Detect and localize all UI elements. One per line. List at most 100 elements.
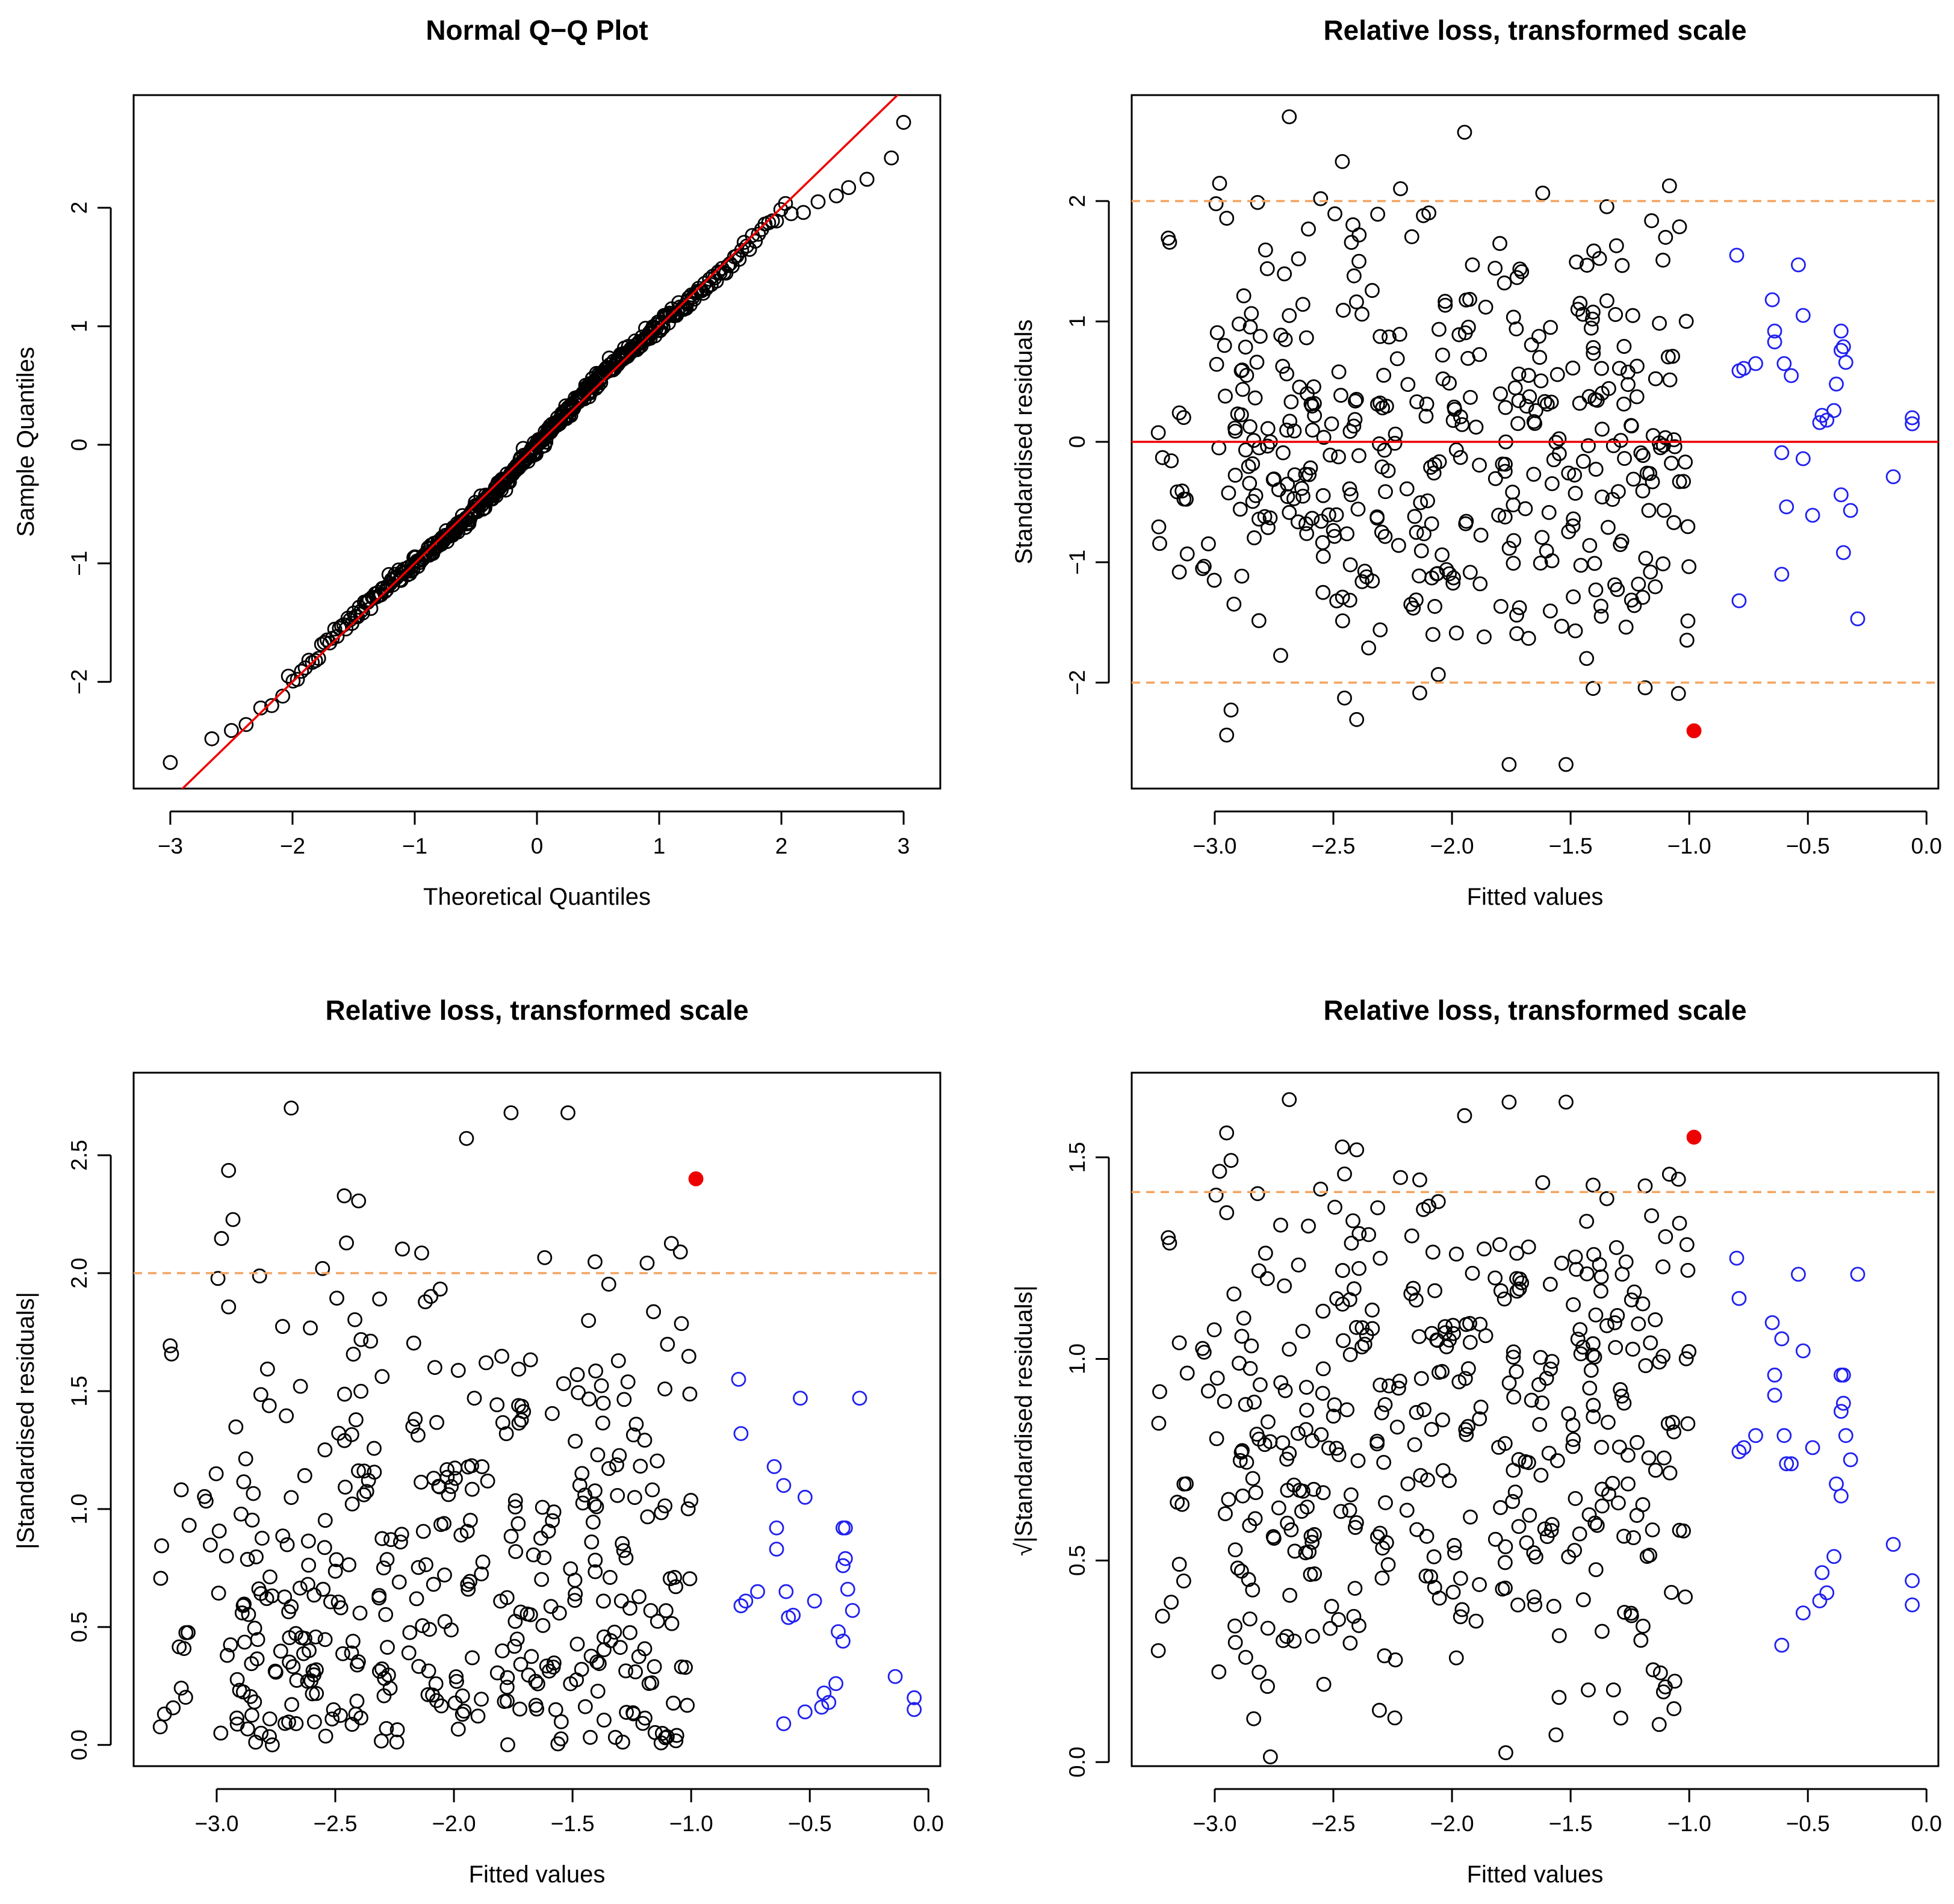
y-tick-label: 0.0 bbox=[1065, 1747, 1090, 1778]
abs-residual-point bbox=[221, 1162, 237, 1178]
residual-point bbox=[1648, 579, 1663, 595]
abs-residual-point bbox=[556, 1376, 571, 1392]
residual-point bbox=[1209, 356, 1224, 372]
abs-residual-point bbox=[512, 1701, 527, 1717]
abs-residual-point bbox=[221, 1299, 237, 1315]
abs-residual-point bbox=[447, 1460, 463, 1476]
residual-point bbox=[1608, 238, 1624, 253]
abs-residual-point bbox=[597, 1642, 612, 1657]
sqrt-residual-point bbox=[1426, 1549, 1442, 1564]
highlighted-point bbox=[1767, 323, 1782, 339]
residual-point bbox=[1282, 504, 1297, 520]
residual-point bbox=[1387, 436, 1403, 451]
residual-point bbox=[1331, 364, 1347, 380]
residual-point bbox=[1672, 219, 1687, 235]
highlighted-point bbox=[837, 1520, 853, 1536]
abs-residual-point bbox=[262, 1569, 278, 1585]
residual-point bbox=[1232, 501, 1248, 517]
residual-point bbox=[1413, 495, 1428, 510]
residual-point bbox=[1406, 600, 1421, 616]
sqrt-residual-point bbox=[1238, 1649, 1253, 1665]
residual-point bbox=[1652, 315, 1667, 331]
abs-residual-point bbox=[583, 1648, 599, 1664]
highlighted-point bbox=[837, 1551, 853, 1566]
sqrt-residual-point bbox=[1245, 1582, 1261, 1598]
residual-point bbox=[1666, 432, 1682, 447]
abs-residual-point bbox=[595, 1415, 610, 1431]
sqrt-residual-point bbox=[1651, 1717, 1667, 1732]
residual-point bbox=[1416, 526, 1431, 542]
abs-residual-point bbox=[235, 1598, 251, 1613]
residual-point bbox=[1315, 585, 1331, 600]
residual-point bbox=[1343, 487, 1359, 503]
abs-residual-point bbox=[393, 1534, 408, 1550]
sqrt-residual-point bbox=[1519, 1535, 1534, 1551]
abs-residual-point bbox=[317, 1442, 333, 1457]
abs-residual-point bbox=[654, 1726, 670, 1741]
abs-residual-point bbox=[448, 1471, 463, 1486]
residual-point bbox=[1644, 213, 1660, 229]
sqrt-residual-point bbox=[1354, 1339, 1369, 1355]
sqrt-residual-point bbox=[1584, 1347, 1600, 1363]
sqrt-residual-point bbox=[1524, 1392, 1539, 1408]
abs-residual-point bbox=[635, 1716, 651, 1731]
x-tick-label: 3 bbox=[898, 834, 910, 858]
highlighted-point bbox=[1835, 545, 1851, 560]
sqrt-residual-point bbox=[1498, 1580, 1513, 1596]
residual-point bbox=[1212, 176, 1227, 191]
sqrt-residual-point bbox=[1273, 1217, 1288, 1233]
abs-residual-point bbox=[415, 1524, 431, 1539]
sqrt-residual-point bbox=[1635, 1296, 1651, 1312]
sqrt-residual-point bbox=[1497, 1436, 1513, 1451]
y-tick-label: 1.5 bbox=[67, 1375, 91, 1406]
sqrt-residual-point bbox=[1610, 1308, 1625, 1323]
residual-point bbox=[1234, 568, 1250, 584]
abs-residual-point bbox=[178, 1690, 193, 1705]
sqrt-residual-point bbox=[1403, 1286, 1419, 1301]
abs-residual-point bbox=[439, 1469, 455, 1485]
highlighted-point bbox=[733, 1598, 749, 1613]
sqrt-residual-point bbox=[1266, 1531, 1282, 1546]
sqrt-residual-point bbox=[1226, 1286, 1242, 1302]
abs-residual-point bbox=[615, 1734, 630, 1750]
residual-point bbox=[1586, 305, 1601, 320]
qq-point bbox=[163, 755, 178, 771]
abs-residual-point bbox=[428, 1676, 444, 1692]
qq-point bbox=[308, 653, 323, 668]
abs-residual-point bbox=[590, 1684, 606, 1699]
residual-point bbox=[1541, 505, 1557, 520]
sqrt-residual-point bbox=[1652, 1665, 1668, 1681]
residual-point bbox=[1409, 592, 1424, 608]
residual-point bbox=[1245, 456, 1261, 471]
x-tick-label: 2 bbox=[775, 834, 788, 858]
abs-residual-point bbox=[220, 1648, 235, 1663]
abs-residual-point bbox=[628, 1664, 643, 1679]
abs-residual-point bbox=[374, 1369, 390, 1385]
residual-point bbox=[1457, 325, 1473, 341]
residual-point bbox=[1361, 640, 1376, 656]
sqrt-residual-point bbox=[1661, 1167, 1677, 1182]
residual-point bbox=[1294, 480, 1309, 496]
sqrt-residual-point bbox=[1342, 1502, 1357, 1518]
sqrt-residual-point bbox=[1377, 1397, 1393, 1412]
sqrt-residual-point bbox=[1409, 1522, 1425, 1537]
residual-point bbox=[1658, 229, 1673, 245]
abs-residual-point bbox=[668, 1733, 684, 1749]
abs-residual-point bbox=[317, 1513, 333, 1528]
abs-residual-point bbox=[297, 1468, 312, 1483]
sqrt-residual-point bbox=[1301, 1218, 1316, 1234]
outlier-point bbox=[1686, 723, 1702, 739]
abs-residual-point bbox=[666, 1695, 681, 1711]
highlighted-point bbox=[1736, 1440, 1752, 1456]
abs-residual-point bbox=[411, 1560, 426, 1575]
plot-frame bbox=[132, 94, 941, 790]
sqrt-residual-point bbox=[1435, 1412, 1450, 1428]
sqrt-residual-point bbox=[1424, 1422, 1439, 1437]
sqrt-residual-point bbox=[1599, 1318, 1614, 1333]
abs-residual-point bbox=[246, 1486, 261, 1501]
residual-point bbox=[1446, 570, 1461, 586]
residual-point bbox=[1250, 194, 1265, 210]
sqrt-residual-point bbox=[1277, 1383, 1293, 1398]
sqrt-residual-point bbox=[1369, 1436, 1385, 1451]
residual-point bbox=[1403, 597, 1419, 612]
